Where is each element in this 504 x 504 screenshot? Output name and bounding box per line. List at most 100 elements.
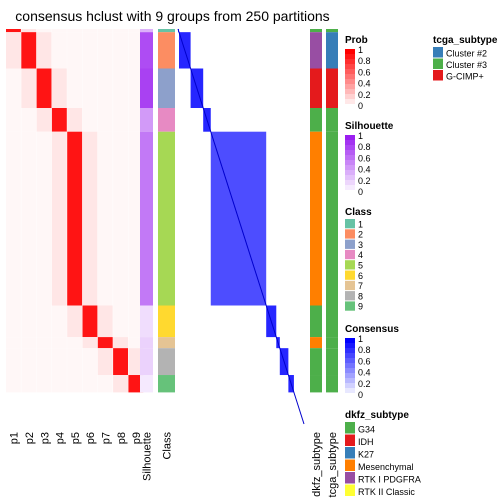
prob-cell bbox=[82, 32, 98, 69]
prob-cell bbox=[82, 68, 98, 108]
partition-column-label: p1 bbox=[9, 432, 21, 444]
prob-cell bbox=[67, 68, 83, 108]
prob-cell bbox=[21, 337, 37, 349]
consensus-legend-swatch bbox=[345, 373, 355, 379]
prob-cell bbox=[21, 32, 37, 69]
tcga-subtype-cell bbox=[326, 68, 338, 108]
consensus-legend-swatch bbox=[345, 393, 355, 399]
class-legend-swatch bbox=[345, 249, 355, 260]
prob-cell bbox=[128, 29, 144, 33]
prob-cell bbox=[21, 131, 37, 306]
silhouette-legend-tick: 0.8 bbox=[358, 142, 371, 152]
consensus-matrix bbox=[177, 28, 305, 425]
prob-cell bbox=[36, 131, 52, 306]
class-legend-label: 9 bbox=[358, 302, 363, 312]
prob-cell bbox=[21, 68, 37, 108]
prob-cell bbox=[67, 108, 83, 132]
silhouette-legend-swatch bbox=[345, 175, 355, 181]
dkfz-subtype-cell bbox=[310, 131, 322, 306]
prob-cell bbox=[51, 29, 67, 33]
prob-cell bbox=[128, 337, 144, 349]
silhouette-legend-swatch bbox=[345, 135, 355, 141]
prob-cell bbox=[67, 32, 83, 69]
tcga-subtype-cell bbox=[326, 375, 338, 393]
silhouette-legend-swatch bbox=[345, 150, 355, 156]
dkfz-subtype-cell bbox=[310, 337, 322, 349]
dkfz-subtype-legend-swatch bbox=[345, 459, 355, 471]
prob-cell bbox=[67, 131, 83, 306]
dkfz-subtype-cell bbox=[310, 29, 322, 33]
class-legend-title: Class bbox=[345, 207, 372, 218]
class-legend-swatch bbox=[345, 291, 355, 301]
dkfz-subtype-cell bbox=[310, 348, 322, 376]
consensus-legend-swatch bbox=[345, 383, 355, 389]
prob-cell bbox=[97, 29, 113, 33]
dkfz-subtype-cell bbox=[310, 305, 322, 338]
consensus-legend-swatch bbox=[345, 338, 355, 344]
prob-cell bbox=[128, 305, 144, 338]
prob-cell bbox=[113, 337, 128, 349]
prob-cell bbox=[82, 108, 98, 132]
dkfz-subtype-legend-label: G34 bbox=[358, 425, 375, 435]
tcga-subtype-cell bbox=[326, 348, 338, 376]
prob-cell bbox=[51, 375, 67, 393]
prob-legend-tick: 1 bbox=[358, 45, 363, 55]
prob-cell bbox=[128, 375, 144, 393]
dkfz-subtype-label: dkfz_subtype bbox=[311, 432, 323, 497]
prob-legend-swatch bbox=[345, 64, 355, 70]
partition-column-label: p6 bbox=[85, 432, 97, 444]
partition-column-label: p8 bbox=[116, 432, 128, 444]
prob-cell bbox=[113, 29, 128, 33]
tcga-subtype-legend-swatch bbox=[433, 70, 443, 81]
prob-legend-title: Prob bbox=[345, 35, 368, 46]
prob-cell bbox=[6, 108, 21, 132]
prob-cell bbox=[128, 131, 144, 306]
silhouette-legend-swatch bbox=[345, 140, 355, 146]
dkfz-subtype-legend-title: dkfz_subtype bbox=[345, 410, 409, 421]
prob-cell bbox=[97, 108, 113, 132]
silhouette-legend-swatch bbox=[345, 185, 355, 191]
dkfz-subtype-legend-label: K27 bbox=[358, 450, 374, 460]
prob-cell bbox=[36, 337, 52, 349]
silhouette-cell bbox=[140, 68, 153, 108]
prob-legend-swatch bbox=[345, 79, 355, 85]
tcga-subtype-legend-label: G-CIMP+ bbox=[446, 72, 484, 82]
class-cell bbox=[158, 32, 175, 69]
dkfz-subtype-legend-swatch bbox=[345, 422, 355, 434]
silhouette-legend-swatch bbox=[345, 190, 355, 196]
class-legend-label: 6 bbox=[358, 271, 363, 281]
silhouette-legend-tick: 1 bbox=[358, 131, 363, 141]
prob-cell bbox=[97, 68, 113, 108]
tcga-subtype-cell bbox=[326, 337, 338, 349]
prob-legend-swatch bbox=[345, 89, 355, 95]
prob-legend-swatch bbox=[345, 84, 355, 90]
prob-legend-tick: 0.4 bbox=[358, 79, 371, 89]
class-legend-swatch bbox=[345, 239, 355, 249]
prob-cell bbox=[128, 348, 144, 376]
prob-cell bbox=[51, 108, 67, 132]
prob-legend-swatch bbox=[345, 59, 355, 65]
class-legend-label: 8 bbox=[358, 291, 363, 301]
consensus-legend-swatch bbox=[345, 368, 355, 374]
prob-cell bbox=[51, 32, 67, 69]
prob-cell bbox=[6, 131, 21, 306]
dkfz-subtype-cell bbox=[310, 375, 322, 393]
tcga-subtype-cell bbox=[326, 108, 338, 132]
prob-cell bbox=[6, 348, 21, 376]
class-cell bbox=[158, 348, 175, 376]
prob-cell bbox=[36, 29, 52, 33]
partition-column-label: p4 bbox=[55, 432, 67, 444]
silhouette-legend-swatch bbox=[345, 155, 355, 161]
prob-legend-swatch bbox=[345, 74, 355, 80]
class-legend-label: 1 bbox=[358, 219, 363, 229]
silhouette-legend-tick: 0.6 bbox=[358, 153, 371, 163]
prob-cell bbox=[113, 305, 128, 338]
silhouette-legend-swatch bbox=[345, 180, 355, 186]
class-cell bbox=[158, 337, 175, 349]
prob-cell bbox=[6, 375, 21, 393]
prob-cell bbox=[67, 337, 83, 349]
prob-cell bbox=[21, 348, 37, 376]
prob-cell bbox=[67, 305, 83, 338]
consensus-legend-swatch bbox=[345, 343, 355, 349]
silhouette-legend-swatch bbox=[345, 170, 355, 176]
